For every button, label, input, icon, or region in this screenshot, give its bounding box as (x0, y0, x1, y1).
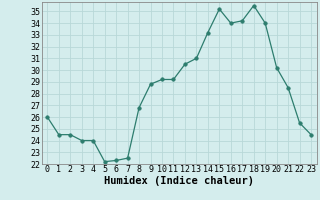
X-axis label: Humidex (Indice chaleur): Humidex (Indice chaleur) (104, 176, 254, 186)
